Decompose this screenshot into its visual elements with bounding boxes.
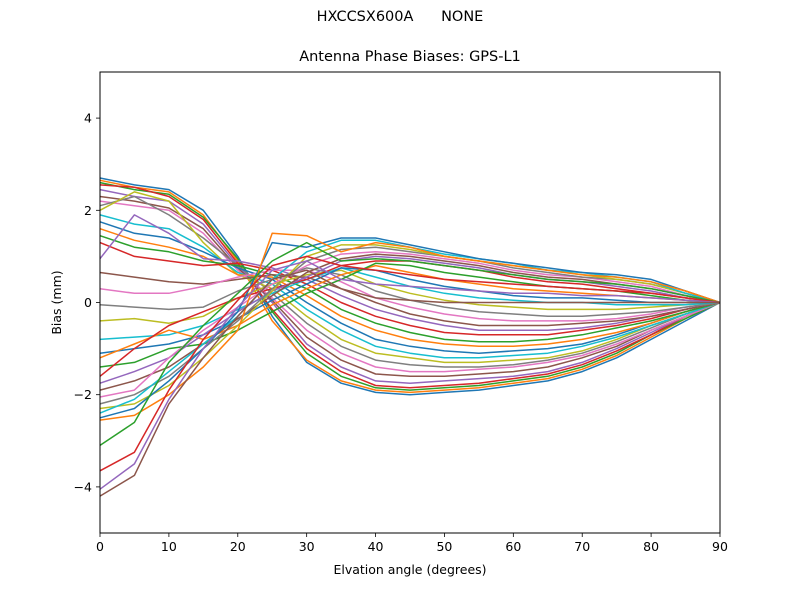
x-tick-label-1: 10 (161, 539, 177, 554)
series-line-15 (99, 271, 721, 327)
series-line-31 (99, 232, 721, 421)
series-line-16 (99, 269, 721, 322)
y-tick-label-3: 2 (84, 203, 92, 218)
x-tick-label-6: 60 (505, 539, 521, 554)
series-line-9 (99, 214, 721, 359)
series-line-14 (99, 214, 721, 331)
series-line-11 (99, 227, 721, 348)
y-tick-label-0: −4 (74, 479, 92, 494)
series-line-3 (99, 184, 721, 389)
y-tick-label-4: 4 (84, 111, 92, 126)
series-line-24 (99, 255, 721, 384)
series-line-32 (99, 241, 721, 447)
x-axis-ticks: 0 10 20 30 40 50 60 70 80 90 (96, 533, 728, 554)
series-line-33 (99, 255, 721, 472)
x-tick-label-5: 50 (436, 539, 452, 554)
series-line-18 (99, 269, 721, 324)
series-line-12 (99, 234, 721, 343)
chart-title: Antenna Phase Biases: GPS-L1 (299, 49, 521, 65)
x-tick-label-9: 90 (712, 539, 728, 554)
series-line-13 (99, 241, 721, 336)
series-line-34 (99, 260, 721, 490)
x-axis-label: Elvation angle (degrees) (333, 562, 486, 577)
series-line-10 (99, 221, 721, 354)
series-line-26 (99, 251, 721, 398)
series-line-5 (99, 195, 721, 378)
x-tick-label-4: 40 (368, 539, 384, 554)
x-tick-label-2: 20 (230, 539, 246, 554)
series-line-1 (99, 179, 721, 394)
series-line-8 (99, 191, 721, 364)
series-line-4 (99, 188, 721, 384)
y-axis-ticks: −4 −2 0 2 4 (74, 111, 100, 494)
figure-suptitle: HXCCSX600A NONE (316, 9, 484, 25)
series-line-0 (99, 177, 721, 396)
series-line-6 (99, 200, 721, 373)
x-tick-label-8: 80 (643, 539, 659, 554)
y-tick-label-1: −2 (74, 387, 92, 402)
series-line-2 (99, 181, 721, 391)
series-line-35 (99, 269, 720, 497)
series-line-7 (99, 195, 721, 368)
series-line-28 (99, 244, 721, 410)
y-axis-label: Bias (mm) (49, 270, 64, 334)
series-layer (99, 177, 721, 497)
x-tick-label-3: 30 (299, 539, 315, 554)
x-tick-label-7: 70 (574, 539, 590, 554)
x-tick-label-0: 0 (96, 539, 104, 554)
y-tick-label-2: 0 (84, 295, 92, 310)
